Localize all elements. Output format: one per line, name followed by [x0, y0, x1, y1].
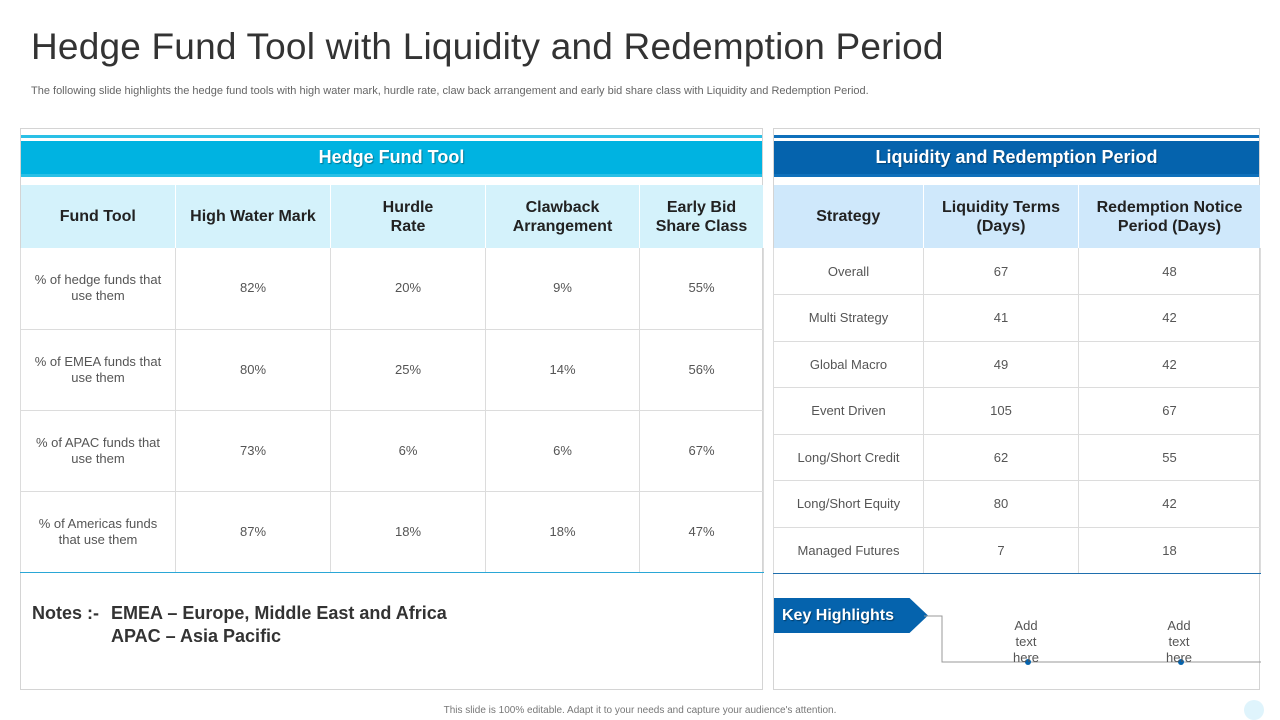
table-cell: 67 — [1078, 387, 1261, 435]
table-cell: 25% — [330, 329, 486, 411]
table-cell: 105 — [923, 387, 1079, 435]
column-header-label: Clawback Arrangement — [512, 198, 613, 235]
table-cell: 73% — [175, 410, 331, 492]
table-cell: Global Macro — [773, 341, 924, 388]
table-row: % of Americas funds that use them 87% 18… — [20, 491, 764, 573]
highlights-connector — [924, 615, 1261, 663]
table-row: Long/Short Equity 80 42 — [773, 480, 1261, 528]
table-row: % of EMEA funds that use them 80% 25% 14… — [20, 329, 764, 411]
connector-line — [924, 615, 1261, 663]
table-row: % of hedge funds that use them 82% 20% 9… — [20, 248, 764, 330]
table-cell: 48 — [1078, 248, 1261, 295]
table-cell: 67% — [639, 410, 764, 492]
column-header-label: Redemption Notice Period (Days) — [1096, 198, 1243, 235]
liquidity-redemption-panel: Liquidity and Redemption Period Strategy… — [773, 128, 1261, 690]
liquidity-redemption-table: Strategy Liquidity Terms (Days) Redempti… — [773, 185, 1261, 574]
highlight-text-label: Add text here — [1012, 618, 1040, 665]
notes-line: EMEA – Europe, Middle East and Africa — [111, 603, 447, 623]
column-header: Hurdle Rate — [330, 185, 486, 248]
highlight-text[interactable]: Add text here — [1139, 618, 1219, 666]
liquidity-redemption-header: Liquidity and Redemption Period — [774, 141, 1259, 174]
table-cell: % of Americas funds that use them — [20, 491, 176, 573]
page-title: Hedge Fund Tool with Liquidity and Redem… — [31, 26, 944, 67]
table-cell: 55 — [1078, 434, 1261, 481]
table-cell: 55% — [639, 248, 764, 330]
table-cell: % of hedge funds that use them — [20, 248, 176, 330]
highlight-text-label: Add text here — [1165, 618, 1193, 665]
table-cell: 6% — [330, 410, 486, 492]
table-row: Global Macro 49 42 — [773, 341, 1261, 388]
table-cell: 6% — [485, 410, 640, 492]
table-cell: 87% — [175, 491, 331, 573]
column-header-label: Liquidity Terms (Days) — [942, 198, 1060, 235]
hedge-fund-tool-header-label: Hedge Fund Tool — [318, 147, 465, 167]
highlight-text[interactable]: Add text here — [986, 618, 1066, 666]
table-row: Long/Short Credit 62 55 — [773, 434, 1261, 481]
column-header: Strategy — [773, 185, 924, 248]
table-row: Event Driven 105 67 — [773, 387, 1261, 435]
band-bottom-line — [774, 174, 1259, 177]
liquidity-redemption-header-label: Liquidity and Redemption Period — [875, 147, 1158, 167]
column-header: Clawback Arrangement — [485, 185, 640, 248]
table-cell: 20% — [330, 248, 486, 330]
column-header: Liquidity Terms (Days) — [923, 185, 1079, 248]
notes: Notes :- EMEA – Europe, Middle East and A… — [32, 602, 447, 648]
hedge-fund-tool-table: Fund Tool High Water Mark Hurdle Rate Cl… — [20, 185, 764, 573]
highlight-dot — [1025, 659, 1031, 665]
table-cell: Event Driven — [773, 387, 924, 435]
table-cell: Overall — [773, 248, 924, 295]
table-cell: 41 — [923, 294, 1079, 342]
table-cell: 14% — [485, 329, 640, 411]
table-cell: Managed Futures — [773, 527, 924, 574]
column-header: Redemption Notice Period (Days) — [1078, 185, 1261, 248]
table-cell: % of EMEA funds that use them — [20, 329, 176, 411]
table-cell: 62 — [923, 434, 1079, 481]
band-bottom-line — [21, 174, 762, 177]
table-cell: Long/Short Credit — [773, 434, 924, 481]
table-cell: 47% — [639, 491, 764, 573]
table-cell: 56% — [639, 329, 764, 411]
table-cell: 82% — [175, 248, 331, 330]
table-row: Multi Strategy 41 42 — [773, 294, 1261, 342]
band-top-line — [774, 135, 1259, 138]
table-cell: 18 — [1078, 527, 1261, 574]
table-cell: 80% — [175, 329, 331, 411]
notes-line: APAC – Asia Pacific — [111, 626, 282, 646]
page-subtitle: The following slide highlights the hedge… — [31, 85, 869, 97]
table-cell: 9% — [485, 248, 640, 330]
table-row: % of APAC funds that use them 73% 6% 6% … — [20, 410, 764, 492]
table-cell: 80 — [923, 480, 1079, 528]
column-header: High Water Mark — [175, 185, 331, 248]
key-highlights-label: Key Highlights — [782, 606, 895, 624]
table-cell: % of APAC funds that use them — [20, 410, 176, 492]
table-cell: 42 — [1078, 294, 1261, 342]
table-cell: 42 — [1078, 341, 1261, 388]
band-top-line — [21, 135, 762, 138]
column-header-label: Hurdle Rate — [382, 198, 434, 235]
table-cell: 49 — [923, 341, 1079, 388]
table-cell: 42 — [1078, 480, 1261, 528]
table-row: Overall 67 48 — [773, 248, 1261, 295]
hedge-fund-tool-panel: Hedge Fund Tool Fund Tool High Water Mar… — [20, 128, 764, 690]
table-header-row: Strategy Liquidity Terms (Days) Redempti… — [773, 185, 1261, 248]
table-cell: Long/Short Equity — [773, 480, 924, 528]
table-cell: Multi Strategy — [773, 294, 924, 342]
footer-text: This slide is 100% editable. Adapt it to… — [443, 705, 837, 716]
table-cell: 67 — [923, 248, 1079, 295]
table-cell: 18% — [330, 491, 486, 573]
table-row: Managed Futures 7 18 — [773, 527, 1261, 574]
table-header-row: Fund Tool High Water Mark Hurdle Rate Cl… — [20, 185, 764, 248]
key-highlights-tag: Key Highlights — [774, 598, 928, 633]
hedge-fund-tool-header: Hedge Fund Tool — [21, 141, 762, 174]
table-cell: 7 — [923, 527, 1079, 574]
highlight-dot — [1178, 659, 1184, 665]
column-header-label: Early Bid Share Class — [655, 198, 748, 235]
column-header: Fund Tool — [20, 185, 176, 248]
corner-decoration — [1244, 700, 1264, 720]
column-header: Early Bid Share Class — [639, 185, 764, 248]
notes-label: Notes :- — [32, 603, 99, 623]
table-cell: 18% — [485, 491, 640, 573]
